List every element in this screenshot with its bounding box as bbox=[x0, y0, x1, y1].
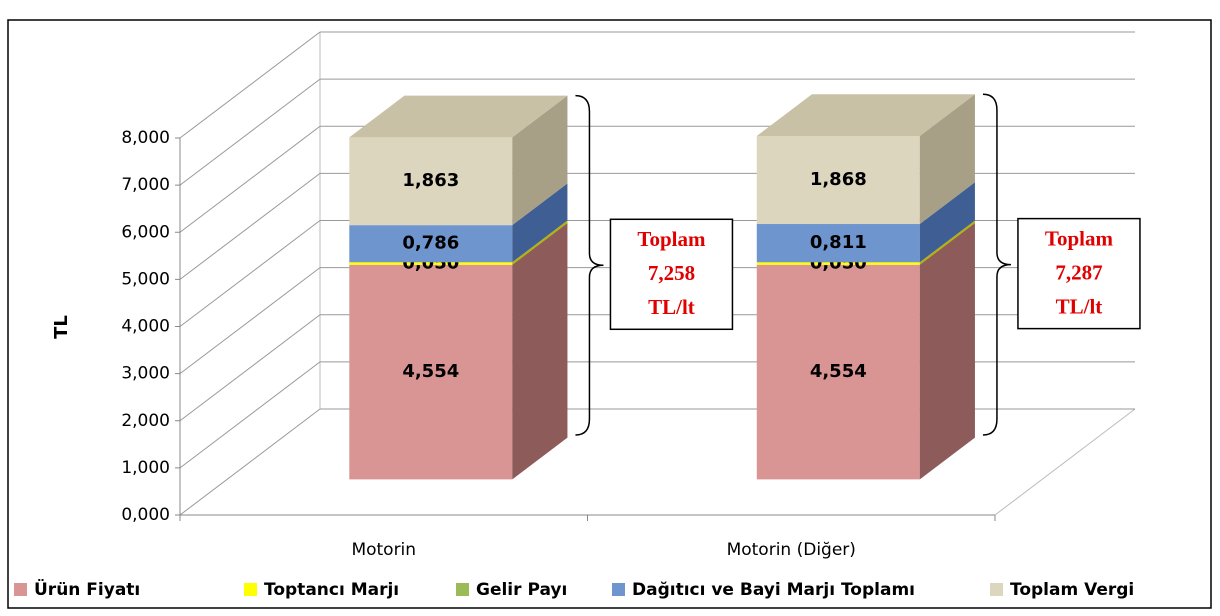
annotation-box bbox=[609, 218, 734, 331]
x-tick-label: Motorin bbox=[351, 540, 416, 560]
annotation-text: 7,287 bbox=[1055, 260, 1102, 284]
brace bbox=[575, 94, 604, 436]
legend-label: Toplam Vergi bbox=[1010, 580, 1134, 600]
x-tick-label: Motorin (Diğer) bbox=[727, 540, 856, 560]
bar-side bbox=[919, 182, 975, 263]
bar-segment bbox=[756, 135, 920, 225]
grid-line bbox=[179, 314, 321, 422]
bar-segment bbox=[756, 262, 920, 265]
y-tick-label: 4,000 bbox=[121, 317, 170, 337]
annotation-text: TL/lt bbox=[1056, 294, 1103, 318]
grid-line bbox=[179, 408, 321, 516]
y-tick-label: 1,000 bbox=[121, 458, 170, 478]
legend-label: Toptancı Marjı bbox=[264, 580, 399, 600]
y-axis-label: TL bbox=[51, 315, 72, 339]
bar-segment bbox=[756, 264, 920, 480]
bar-segment bbox=[349, 137, 513, 226]
bar-segment bbox=[349, 264, 513, 480]
y-tick-label: 5,000 bbox=[121, 269, 170, 289]
grid-line bbox=[179, 267, 321, 375]
legend-swatch bbox=[244, 583, 257, 596]
legend-swatch bbox=[990, 583, 1003, 596]
annotation-text: 7,258 bbox=[648, 261, 695, 285]
y-tick-label: 6,000 bbox=[121, 222, 170, 242]
grid-line bbox=[179, 125, 321, 233]
y-tick-label: 8,000 bbox=[121, 128, 170, 148]
bar-side bbox=[512, 95, 568, 226]
grid-line bbox=[179, 172, 321, 280]
data-label: 0,811 bbox=[810, 232, 867, 253]
annotation-text: Toplam bbox=[1045, 226, 1114, 250]
bar-side bbox=[512, 183, 568, 263]
y-tick-label: 3,000 bbox=[121, 364, 170, 384]
bar-side bbox=[919, 94, 975, 225]
bar-side bbox=[919, 220, 975, 263]
bar-top bbox=[756, 94, 975, 136]
bar-side bbox=[512, 220, 568, 263]
legend-label: Dağıtıcı ve Bayi Marjı Toplamı bbox=[632, 580, 915, 600]
legend-label: Gelir Payı bbox=[476, 580, 567, 600]
data-label: 0,786 bbox=[402, 233, 459, 254]
y-tick-label: 0,000 bbox=[121, 505, 170, 525]
annotation-text: Toplam bbox=[637, 227, 706, 251]
data-label: 4,554 bbox=[810, 361, 867, 382]
annotation-text: TL/lt bbox=[648, 295, 695, 319]
annotation-box bbox=[1017, 217, 1141, 330]
grid-line bbox=[179, 31, 321, 139]
grid-line bbox=[179, 220, 321, 327]
y-tick-label: 2,000 bbox=[121, 411, 170, 431]
bar-side bbox=[919, 220, 975, 265]
bar-side bbox=[512, 223, 568, 480]
legend-swatch bbox=[612, 583, 625, 596]
bar-side bbox=[512, 220, 568, 265]
data-label: 4,554 bbox=[402, 361, 459, 382]
bar-segment bbox=[349, 262, 513, 265]
bar-top bbox=[349, 95, 568, 138]
bar-segment bbox=[756, 224, 920, 263]
chart-frame bbox=[7, 19, 1212, 609]
brace bbox=[982, 93, 1011, 436]
bar-segment bbox=[349, 225, 513, 263]
y-tick-label: 7,000 bbox=[121, 175, 170, 195]
data-label: 1,863 bbox=[402, 170, 459, 191]
grid-line bbox=[179, 78, 321, 186]
legend-swatch bbox=[456, 583, 469, 596]
floor-edge bbox=[994, 408, 1136, 516]
legend-swatch bbox=[14, 583, 27, 596]
data-label: 1,868 bbox=[810, 169, 867, 190]
legend-label: Ürün Fiyatı bbox=[34, 578, 140, 600]
bar-side bbox=[919, 223, 975, 480]
grid-line bbox=[179, 361, 321, 469]
